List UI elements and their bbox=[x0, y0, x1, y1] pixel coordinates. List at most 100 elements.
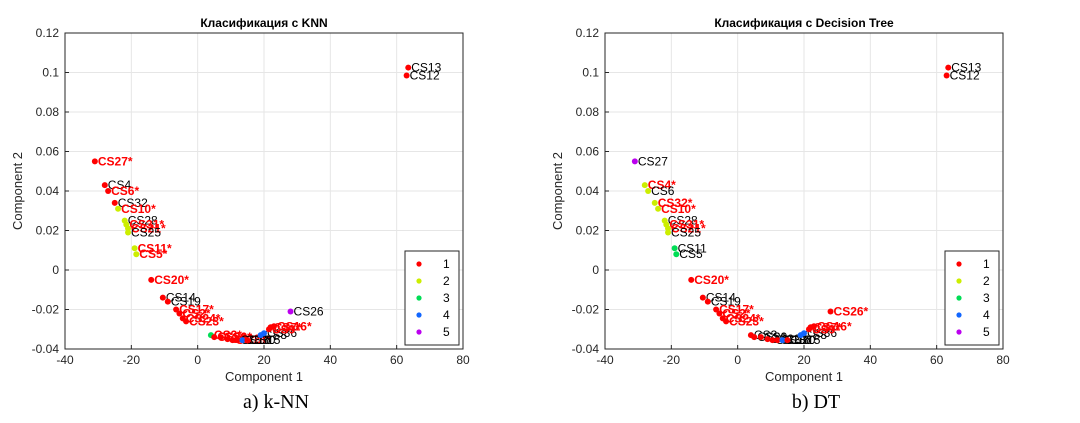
data-point-cs14 bbox=[699, 294, 706, 301]
data-label: CS4* bbox=[648, 178, 676, 192]
legend-box bbox=[404, 250, 460, 346]
y-tick-label: -0.04 bbox=[32, 342, 60, 356]
data-point-cs6 bbox=[105, 188, 112, 194]
x-tick-label: 40 bbox=[324, 353, 338, 367]
knn-scatter-chart: -40 -20 0 20 40 60 80 -0.04 -0.02 0 0.02 0.04 0.06 0.… bbox=[10, 16, 470, 384]
data-label: CS26* bbox=[834, 304, 869, 318]
data-label: CS19 bbox=[171, 295, 201, 309]
x-tick-label: 0 bbox=[734, 353, 741, 367]
data-label: CS24* bbox=[726, 311, 761, 325]
data-label: CS4 bbox=[108, 178, 132, 192]
data-point-cs15 bbox=[244, 337, 251, 344]
x-tick-label: 40 bbox=[864, 353, 878, 367]
y-tick-label: 0.02 bbox=[36, 224, 60, 238]
y-tick-label: 0 bbox=[592, 263, 599, 277]
y-tick-label: 0.04 bbox=[576, 184, 600, 198]
y-tick-label: 0.08 bbox=[576, 105, 600, 119]
legend-label: 4 bbox=[443, 308, 450, 322]
data-label: CS30 bbox=[245, 333, 275, 347]
data-label: CS20* bbox=[154, 273, 189, 287]
data-label: CS26 bbox=[294, 304, 324, 318]
data-label: CS13 bbox=[411, 61, 441, 75]
data-point-cs18 bbox=[229, 337, 236, 344]
dt-scatter-chart: -40 -20 0 20 40 60 80 -0.04 -0.02 0 0.02 0.04 0.06 0.… bbox=[550, 16, 1010, 384]
data-point-cs10 bbox=[655, 205, 662, 212]
data-label: CS23* bbox=[729, 314, 764, 328]
data-label: CS5* bbox=[139, 247, 167, 261]
data-point-cs10 bbox=[115, 205, 122, 212]
data-point-cs36 bbox=[261, 330, 267, 337]
chart-panel-knn: -40 -20 0 20 40 60 80 -0.04 -0.02 0 0.02 0.04 0.06 0.… bbox=[10, 16, 470, 413]
x-tick-label: 60 bbox=[390, 353, 404, 367]
data-label: CS25 bbox=[131, 225, 161, 239]
data-point-cs26 bbox=[827, 308, 834, 315]
data-point-cs11 bbox=[671, 245, 678, 252]
legend-label: 4 bbox=[983, 308, 990, 322]
y-tick-label: 0.12 bbox=[576, 26, 600, 40]
data-point-cs36 bbox=[801, 330, 807, 337]
x-tick-label: -20 bbox=[123, 353, 141, 367]
data-label: CS9* bbox=[272, 322, 300, 336]
data-point-cs29 bbox=[751, 334, 758, 341]
data-point-cs6 bbox=[645, 188, 652, 194]
data-point-cs26 bbox=[287, 308, 294, 315]
data-point-cs23 bbox=[723, 318, 730, 325]
legend-marker-5 bbox=[956, 329, 962, 335]
data-label: CS17* bbox=[179, 303, 214, 317]
data-point-cs19 bbox=[704, 298, 711, 305]
data-label: CS14 bbox=[706, 291, 736, 305]
x-tick-label: 60 bbox=[930, 353, 944, 367]
legend-label: 5 bbox=[983, 325, 990, 339]
x-axis-label: Component 1 bbox=[765, 369, 843, 384]
data-point-cs13 bbox=[945, 64, 952, 71]
legend-marker-2 bbox=[956, 278, 962, 284]
x-tick-label: -40 bbox=[596, 353, 614, 367]
chart-panel-dt: -40 -20 0 20 40 60 80 -0.04 -0.02 0 0.02 0.04 0.06 0.… bbox=[540, 0, 1080, 423]
data-label: CS11* bbox=[138, 241, 172, 255]
y-tick-label: 0.02 bbox=[576, 224, 600, 238]
legend-label: 3 bbox=[983, 291, 990, 305]
y-axis-label: Component 2 bbox=[10, 152, 25, 230]
data-point-cs13 bbox=[405, 64, 412, 71]
data-label: CS7* bbox=[274, 320, 302, 334]
legend-label: 1 bbox=[443, 257, 450, 271]
data-label: CS20* bbox=[694, 273, 729, 287]
data-label: CS27* bbox=[98, 154, 133, 168]
data-label: CS21* bbox=[671, 222, 706, 236]
data-label: CS6* bbox=[111, 184, 139, 198]
data-label: CS2* bbox=[182, 306, 210, 320]
data-label: CS32* bbox=[658, 196, 693, 210]
x-tick-label: 0 bbox=[194, 353, 201, 367]
data-point-cs2 bbox=[716, 310, 723, 317]
y-tick-label: -0.02 bbox=[32, 303, 60, 317]
data-label: CS32 bbox=[118, 196, 148, 210]
data-point-cs14 bbox=[159, 294, 166, 301]
data-point-cs30 bbox=[779, 337, 786, 344]
plot-frame bbox=[604, 32, 1004, 350]
data-point-cs27 bbox=[631, 158, 638, 165]
caption-dt: b) DT bbox=[791, 391, 841, 413]
data-point-cs25 bbox=[125, 229, 132, 236]
y-tick-label: 0.08 bbox=[36, 105, 60, 119]
data-label: CS12 bbox=[950, 68, 980, 82]
legend-marker-1 bbox=[416, 261, 422, 267]
y-tick-label: 0.04 bbox=[36, 184, 60, 198]
data-label: CS6 bbox=[651, 184, 675, 198]
data-label: CS9* bbox=[812, 322, 840, 336]
data-point-cs18 bbox=[769, 337, 776, 344]
y-tick-label: 0.06 bbox=[36, 145, 60, 159]
y-tick-label: 0 bbox=[52, 263, 59, 277]
data-label: CS30 bbox=[785, 333, 815, 347]
data-label: CS19 bbox=[711, 295, 741, 309]
y-tick-label: 0.1 bbox=[42, 66, 59, 80]
x-tick-label: 80 bbox=[456, 353, 470, 367]
data-point-cs16 bbox=[774, 337, 781, 344]
data-point-cs16 bbox=[810, 323, 817, 330]
legend-marker-4 bbox=[416, 312, 422, 318]
data-point-cs5 bbox=[133, 251, 140, 258]
x-axis-label: Component 1 bbox=[225, 369, 303, 384]
data-point-cs4 bbox=[641, 182, 648, 189]
data-point-cs23 bbox=[183, 318, 190, 325]
data-point-cs15 bbox=[784, 337, 791, 344]
legend-label: 5 bbox=[443, 325, 450, 339]
